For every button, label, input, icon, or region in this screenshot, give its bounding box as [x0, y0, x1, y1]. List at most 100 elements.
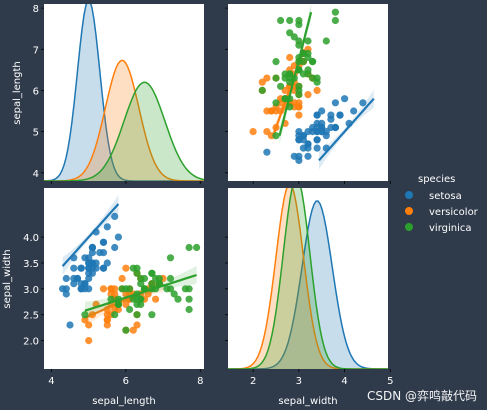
- point-virginica: [286, 29, 294, 37]
- point-virginica: [304, 37, 312, 45]
- point-setosa: [70, 280, 78, 288]
- point-setosa: [81, 280, 89, 288]
- point-setosa: [66, 321, 74, 329]
- point-virginica: [152, 274, 160, 283]
- point-versicolor: [99, 285, 108, 293]
- panel-background: [44, 4, 204, 181]
- x-tick-label: 4: [341, 376, 347, 387]
- point-setosa: [295, 136, 303, 144]
- point-setosa: [77, 285, 85, 293]
- kde-line-virginica: [228, 188, 388, 369]
- kde-line-versicolor: [44, 59, 204, 181]
- x-tick-label: 3: [296, 376, 302, 387]
- point-virginica: [272, 74, 280, 82]
- point-setosa: [336, 111, 344, 119]
- point-virginica: [185, 285, 193, 293]
- point-setosa: [331, 123, 339, 132]
- point-virginica: [166, 274, 175, 283]
- point-virginica: [129, 264, 137, 272]
- x-axis-label: sepal_length: [92, 396, 156, 407]
- regression-line-setosa: [318, 97, 375, 162]
- point-versicolor: [103, 316, 111, 324]
- kde-line-setosa: [44, 4, 204, 181]
- x-axis-label: sepal_width: [278, 396, 337, 407]
- point-versicolor: [122, 264, 130, 272]
- point-virginica: [193, 243, 201, 252]
- regression-line-virginica: [84, 273, 197, 312]
- point-setosa: [88, 264, 96, 272]
- point-virginica: [272, 99, 280, 107]
- point-virginica: [166, 254, 175, 262]
- point-versicolor: [258, 78, 266, 86]
- point-virginica: [185, 243, 193, 252]
- point-versicolor: [313, 86, 321, 94]
- point-virginica: [331, 8, 339, 16]
- point-setosa: [62, 290, 70, 298]
- point-setosa: [114, 233, 122, 241]
- point-virginica: [122, 326, 130, 334]
- point-virginica: [133, 300, 141, 308]
- legend-marker-setosa: [405, 191, 413, 199]
- point-versicolor: [122, 300, 130, 308]
- point-virginica: [295, 16, 303, 25]
- point-versicolor: [122, 290, 130, 298]
- panel-background: [228, 188, 388, 369]
- y-tick-label: 3.0: [23, 285, 39, 296]
- point-setosa: [263, 148, 271, 156]
- point-setosa: [304, 152, 312, 160]
- watermark: CSDN @弈鸣敲代码: [366, 389, 477, 403]
- y-axis-label: sepal_width: [2, 249, 13, 308]
- point-versicolor: [152, 295, 160, 303]
- point-virginica: [126, 305, 134, 314]
- kde-line-setosa: [228, 200, 388, 369]
- point-virginica: [286, 74, 294, 82]
- point-setosa: [341, 95, 349, 103]
- point-setosa: [350, 107, 358, 115]
- point-setosa: [85, 259, 93, 267]
- y-tick-label: 8: [33, 4, 39, 15]
- point-versicolor: [85, 337, 93, 345]
- point-virginica: [331, 16, 339, 25]
- point-versicolor: [103, 311, 111, 319]
- y-tick-label: 6: [33, 86, 39, 97]
- point-versicolor: [263, 128, 271, 136]
- point-versicolor: [249, 128, 257, 136]
- y-tick-label: 7: [33, 45, 39, 56]
- legend-label: versicolor: [429, 207, 479, 218]
- x-tick-label: 8: [197, 376, 203, 387]
- point-setosa: [88, 243, 96, 252]
- point-versicolor: [129, 326, 137, 334]
- point-setosa: [70, 274, 78, 283]
- point-virginica: [272, 58, 280, 66]
- point-setosa: [313, 136, 321, 144]
- point-setosa: [85, 285, 93, 293]
- point-versicolor: [103, 321, 111, 329]
- point-versicolor: [111, 290, 119, 298]
- point-virginica: [133, 269, 141, 277]
- point-setosa: [88, 249, 96, 257]
- point-setosa: [304, 144, 312, 152]
- point-setosa: [322, 132, 330, 140]
- y-axis-label: sepal_length: [12, 61, 23, 125]
- legend-label: virginica: [429, 223, 472, 234]
- point-virginica: [114, 300, 122, 308]
- regression-line-setosa: [61, 203, 120, 267]
- point-setosa: [99, 238, 108, 246]
- legend-marker-virginica: [405, 223, 413, 231]
- point-virginica: [118, 285, 126, 293]
- kde-area-setosa: [228, 201, 388, 369]
- point-virginica: [286, 16, 294, 25]
- point-setosa: [70, 264, 78, 272]
- point-virginica: [166, 285, 175, 293]
- regression-line-virginica: [278, 11, 313, 136]
- point-virginica: [185, 295, 193, 303]
- point-setosa: [92, 259, 100, 267]
- legend-marker-versicolor: [405, 207, 413, 215]
- point-virginica: [281, 95, 289, 103]
- kde-line-virginica: [44, 81, 204, 181]
- point-setosa: [313, 144, 321, 152]
- y-tick-label: 4: [33, 169, 39, 180]
- point-virginica: [322, 37, 330, 45]
- point-virginica: [258, 86, 266, 94]
